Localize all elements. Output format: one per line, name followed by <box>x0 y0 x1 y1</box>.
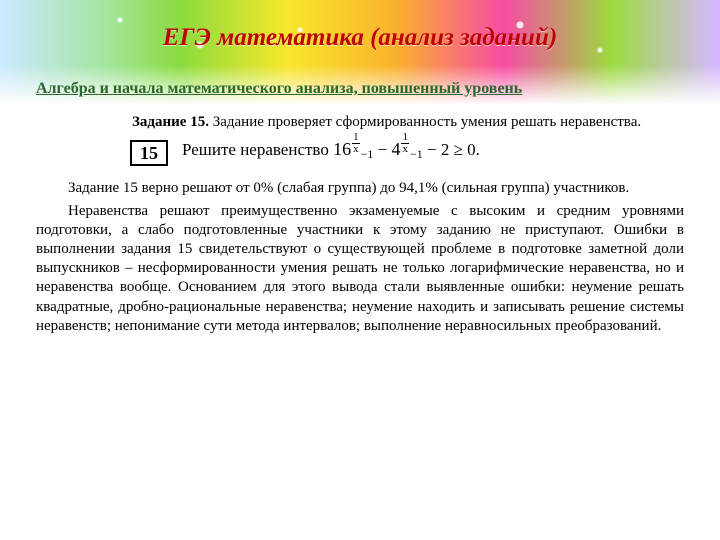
frac-den: x <box>401 144 409 155</box>
formula-tail: − 2 ≥ 0. <box>423 140 480 159</box>
inequality-formula: Решите неравенство 161x−1 − 41x−1 − 2 ≥ … <box>182 138 480 168</box>
frac-den: x <box>352 144 360 155</box>
term2-base: 4 <box>391 139 400 159</box>
term1-base: 16 <box>333 139 351 159</box>
minus-1: − <box>373 140 391 159</box>
fraction-icon: 1x <box>352 132 360 155</box>
task-label: Задание 15. <box>132 114 209 130</box>
section-subtitle: Алгебра и начала математического анализа… <box>36 80 684 98</box>
problem-label: Решите неравенство <box>182 140 333 159</box>
problem-statement: 15 Решите неравенство 161x−1 − 41x−1 − 2… <box>130 138 590 168</box>
fraction-icon: 1x <box>401 132 409 155</box>
term1-exponent: 1x−1 <box>351 132 373 162</box>
problem-number-box: 15 <box>130 140 168 166</box>
paragraph-1: Задание 15 верно решают от 0% (слабая гр… <box>36 179 684 198</box>
exp-tail: −1 <box>361 147 374 161</box>
paragraph-2: Неравенства решают преимущественно экзам… <box>36 202 684 336</box>
page-title: ЕГЭ математика (анализ заданий) <box>0 0 720 52</box>
slide: ЕГЭ математика (анализ заданий) Алгебра … <box>0 0 720 540</box>
exp-tail: −1 <box>410 147 423 161</box>
body-text: Задание 15. Задание проверяет сформирова… <box>36 113 684 336</box>
term2-exponent: 1x−1 <box>400 132 422 162</box>
intro-paragraph: Задание 15. Задание проверяет сформирова… <box>36 113 684 132</box>
intro-text: Задание проверяет сформированность умени… <box>209 114 641 130</box>
